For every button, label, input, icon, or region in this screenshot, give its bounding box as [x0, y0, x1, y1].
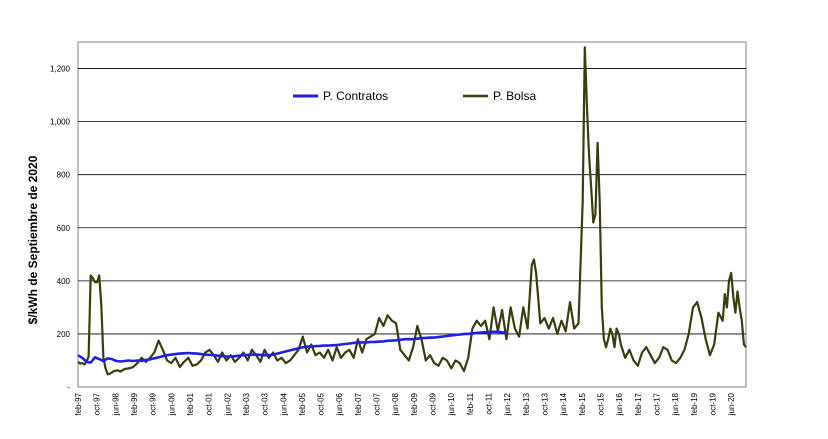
y-axis-label: $/kWh de Septiembre de 2020	[26, 155, 40, 324]
x-tick-label: jun-00	[167, 392, 176, 416]
x-tick-label: jun-20	[727, 392, 736, 416]
x-tick-label: jun-02	[223, 392, 232, 416]
y-tick-label: 600	[57, 224, 71, 233]
x-tick-label: jun-18	[671, 392, 680, 416]
x-tick-label: oct-03	[261, 392, 270, 415]
x-tick-label: oct-01	[205, 392, 214, 415]
x-tick-label: feb-05	[298, 392, 307, 415]
y-tick-label: 800	[57, 171, 71, 180]
x-tick-label: oct-17	[652, 392, 661, 415]
legend: P. Contratos P. Bolsa	[293, 89, 536, 103]
y-tick-label: -	[67, 383, 70, 392]
x-tick-label: oct-07	[373, 392, 382, 415]
x-tick-label: oct-09	[429, 392, 438, 415]
x-tick-label: oct-11	[485, 392, 494, 414]
series-line-contratos	[77, 330, 507, 364]
y-tick-label: 200	[57, 330, 71, 339]
y-tick-label: 1,200	[50, 65, 71, 74]
x-tick-label: feb-13	[522, 392, 531, 415]
x-tick-label: feb-15	[578, 392, 587, 415]
x-tick-label: feb-97	[74, 392, 83, 415]
plot-area	[77, 41, 747, 388]
x-tick-label: feb-03	[242, 392, 251, 415]
series-lines	[77, 46, 747, 376]
legend-label-bolsa: P. Bolsa	[493, 89, 536, 103]
x-tick-label: oct-05	[317, 392, 326, 415]
x-tick-label: jun-16	[615, 392, 624, 416]
y-tick-labels: - 200 400 600 800 1,000 1,200	[50, 65, 71, 392]
x-tick-label: feb-07	[354, 392, 363, 415]
x-tick-label: feb-17	[634, 392, 643, 415]
x-tick-label: oct-13	[540, 392, 549, 415]
x-tick-label: feb-01	[186, 392, 195, 415]
x-tick-label: jun-12	[503, 392, 512, 416]
x-tick-label: oct-99	[149, 392, 158, 415]
x-tick-label: oct-97	[93, 392, 102, 415]
x-tick-label: feb-99	[130, 392, 139, 415]
x-tick-label: feb-09	[410, 392, 419, 415]
x-tick-label: jun-08	[391, 392, 400, 416]
x-tick-label: jun-14	[559, 392, 568, 416]
y-tick-label: 400	[57, 277, 71, 286]
grid-lines	[78, 68, 746, 335]
x-tick-label: oct-15	[596, 392, 605, 415]
x-tick-label: oct-19	[708, 392, 717, 415]
x-tick-label: feb-11	[466, 392, 475, 415]
x-tick-label: jun-98	[111, 392, 120, 416]
x-tick-label: feb-19	[690, 392, 699, 415]
x-tick-label: jun-04	[279, 392, 288, 416]
y-tick-label: 1,000	[50, 118, 71, 127]
x-tick-label: jun-06	[335, 392, 344, 416]
legend-label-contratos: P. Contratos	[323, 89, 388, 103]
x-tick-label: jun-10	[447, 392, 456, 416]
x-tick-labels: feb-97 oct-97 jun-98 feb-99 oct-99 jun-00 feb-…	[74, 392, 736, 416]
